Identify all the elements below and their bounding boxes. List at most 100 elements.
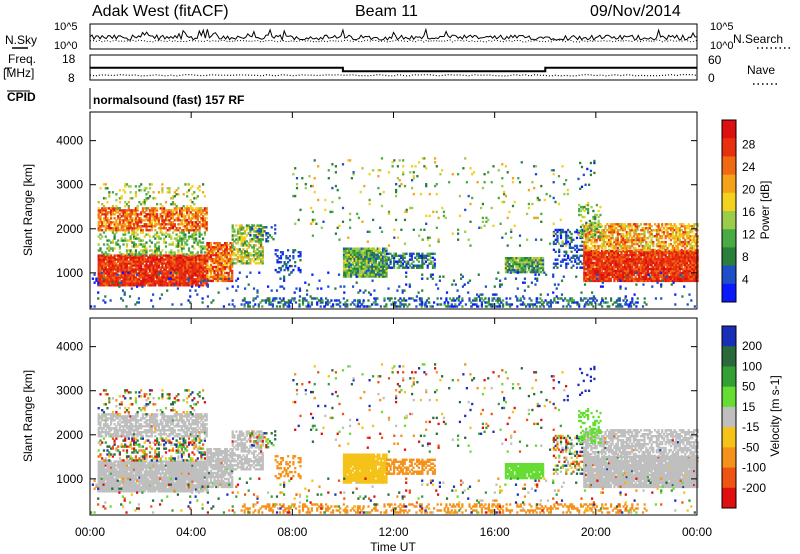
power-cell [193,264,196,267]
power-cell [378,257,381,260]
power-cell [583,269,586,273]
power-cell [625,255,628,259]
power-cell [556,258,559,261]
power-cell [258,238,261,241]
power-cell [120,276,123,279]
power-cell [609,269,612,273]
power-cell [600,265,604,269]
power-cell [220,263,223,267]
power-cell [401,258,404,261]
power-cell [240,256,243,259]
power-cell [163,260,166,263]
power-cell [173,251,176,254]
power-cell [410,252,413,255]
power-cell [231,224,234,227]
power-cell [97,274,100,277]
power-cell [604,249,607,253]
power-cell [240,234,243,237]
power-cell [225,242,228,245]
power-cell [124,211,127,214]
power-cell [206,263,209,267]
power-cell [115,225,118,228]
power-cell [180,239,183,242]
power-cell [540,259,543,262]
power-cell [140,253,143,256]
power-cell [245,252,248,255]
power-cell [148,256,152,259]
power-cell [102,221,106,224]
power-cell [198,211,201,214]
power-cell [196,207,199,210]
power-cell [360,259,363,262]
power-cell [260,246,263,249]
power-cell [559,228,563,232]
power-cell [97,217,100,220]
power-cell [247,244,250,247]
power-cell [124,256,127,259]
power-cell [111,209,114,212]
power-cell [213,261,216,265]
power-cell [173,253,176,256]
power-cell [156,264,159,267]
power-cell [396,254,399,257]
power-cell [191,237,194,240]
power-cell [143,199,146,202]
power-cell [131,231,134,234]
power-cell [115,278,118,281]
power-cell [353,259,356,262]
power-cell [113,284,116,287]
power-cell [129,227,132,230]
power-cell [208,242,211,245]
power-cell [572,238,575,242]
power-cell [215,244,218,247]
power-cell [180,209,183,212]
power-cell [138,217,141,220]
power-cell [97,215,100,218]
power-cell [102,274,106,277]
power-cell [348,251,351,254]
power-cell [245,240,248,243]
power-cell [364,259,367,262]
power-cell [171,274,175,277]
power-cell [202,274,205,277]
power-cell [581,228,584,232]
power-cell [175,205,178,208]
power-cell [251,238,254,241]
power-cell [586,253,589,257]
power-cell [261,262,264,265]
power-cell [400,256,403,259]
power-cell [134,264,137,267]
power-cell [362,255,365,258]
power-cell [593,279,596,283]
power-cell [161,183,164,186]
power-cell [376,269,379,272]
power-cell [358,261,362,264]
power-cell [252,234,256,237]
power-cell [179,213,182,216]
power-cell [163,219,166,222]
power-cell [583,257,586,261]
power-cell [256,254,259,257]
power-cell [602,277,605,281]
power-cell [245,224,248,227]
power-cell [141,268,144,271]
power-cell [131,229,134,232]
power-cell [367,265,370,268]
power-cell [410,258,413,261]
power-cell [574,230,577,234]
power-cell [164,201,168,204]
power-cell [396,262,399,265]
power-cell [171,284,175,287]
power-cell [115,270,118,273]
power-cell [141,201,144,204]
power-cell [102,262,106,265]
power-cell [346,247,349,250]
power-cell [118,201,121,204]
power-cell [138,268,141,271]
power-cell [120,197,123,200]
power-cell [344,257,347,260]
power-cell [145,251,148,254]
power-cell [235,234,238,237]
power-cell [187,276,191,279]
power-cell [166,266,169,269]
